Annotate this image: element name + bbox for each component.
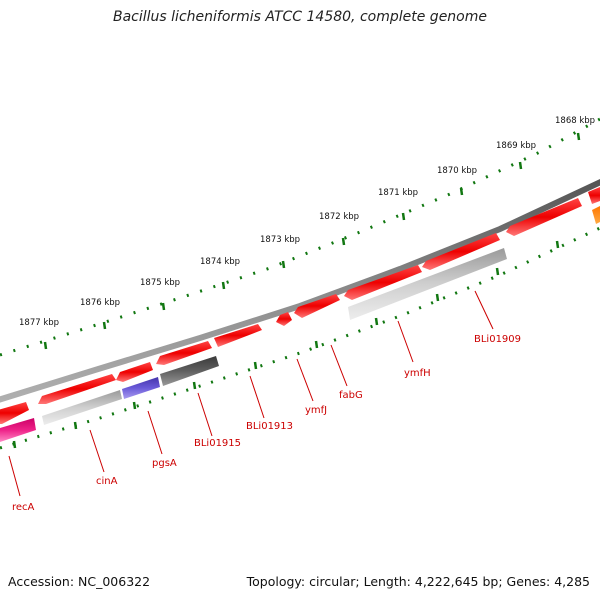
gene-label-fabG[interactable]: fabG [339, 390, 363, 401]
gene-label-recA[interactable]: recA [12, 502, 35, 513]
inner-major-ticks [12, 240, 560, 449]
genome-summary-text: Topology: circular; Length: 4,222,645 bp… [246, 574, 590, 589]
genome-backbone [0, 179, 600, 403]
scale-label: 1876 kbp [80, 298, 120, 308]
gene-label-ymfH[interactable]: ymfH [404, 368, 431, 379]
scale-major-ticks [43, 132, 581, 350]
gene-arrow [348, 248, 507, 320]
gene-arrow [276, 312, 292, 326]
gene-arrow [122, 377, 160, 399]
label-leaders [8, 290, 494, 497]
scale-label: 1871 kbp [378, 188, 418, 198]
gene-arrow [0, 418, 36, 442]
gene-arrow [0, 402, 29, 424]
inner-tick-track [0, 226, 600, 450]
accession-text: Accession: NC_006322 [8, 574, 151, 589]
gene-label-ymfJ[interactable]: ymfJ [305, 405, 327, 416]
reverse-genes [0, 206, 600, 442]
forward-genes [0, 187, 600, 424]
scale-label: 1868 kbp [555, 116, 595, 126]
gene-arrow [506, 198, 582, 236]
gene-arrow [294, 294, 340, 318]
scale-label: 1870 kbp [437, 166, 477, 176]
gene-label-BLi01909[interactable]: BLi01909 [474, 334, 521, 345]
scale-label: 1872 kbp [319, 212, 359, 222]
gene-arrow [422, 233, 500, 270]
gene-arrow [344, 265, 422, 300]
gene-label-pgsA[interactable]: pgsA [152, 458, 177, 469]
gene-arrow [160, 356, 219, 386]
scale-label: 1875 kbp [140, 278, 180, 288]
gene-arrow [592, 206, 600, 224]
scale-track [0, 117, 600, 357]
gene-arrow [214, 324, 262, 347]
gene-label-cinA[interactable]: cinA [96, 476, 118, 487]
scale-label: 1873 kbp [260, 235, 300, 245]
gene-arrow [588, 187, 600, 204]
map-title: Bacillus licheniformis ATCC 14580, compl… [113, 9, 487, 25]
gene-label-BLi01913[interactable]: BLi01913 [246, 421, 293, 432]
gene-arrow [38, 374, 116, 404]
gene-label-BLi01915[interactable]: BLi01915 [194, 438, 241, 449]
gene-arrow [42, 390, 122, 425]
scale-labels: 1868 kbp 1869 kbp 1870 kbp 1871 kbp 1872… [19, 116, 595, 328]
scale-label: 1877 kbp [19, 318, 59, 328]
gene-arrow [116, 362, 153, 382]
scale-label: 1869 kbp [496, 141, 536, 151]
scale-label: 1874 kbp [200, 257, 240, 267]
gene-labels: recA cinA pgsA BLi01915 BLi01913 ymfJ fa… [12, 334, 521, 513]
gene-arrow [156, 341, 212, 365]
